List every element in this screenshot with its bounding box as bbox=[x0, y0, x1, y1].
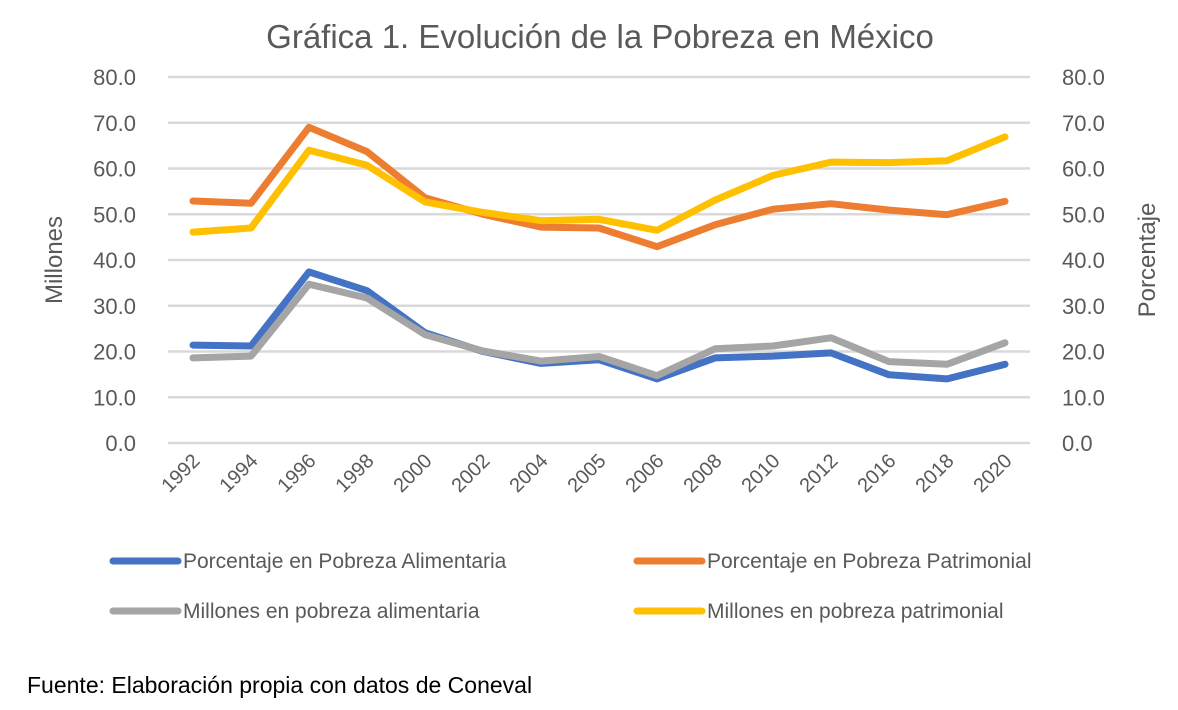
y-right-tick-label: 70.0 bbox=[1062, 111, 1105, 136]
x-tick-label: 2002 bbox=[448, 450, 495, 497]
x-tick-label: 1992 bbox=[158, 450, 205, 497]
x-tick-label: 2016 bbox=[854, 450, 901, 497]
x-tick-label: 2004 bbox=[506, 450, 553, 497]
legend-item-millones-patrimonial[interactable]: Millones en pobreza patrimonial bbox=[633, 600, 1004, 623]
y-left-tick-label: 50.0 bbox=[93, 202, 136, 227]
y-left-tick-label: 60.0 bbox=[93, 157, 136, 182]
legend-label: Porcentaje en Pobreza Alimentaria bbox=[183, 550, 507, 573]
legend-label: Porcentaje en Pobreza Patrimonial bbox=[707, 550, 1032, 573]
legend-label: Millones en pobreza patrimonial bbox=[707, 600, 1004, 623]
y-right-tick-label: 20.0 bbox=[1062, 340, 1105, 365]
y-axis-left-ticks: 0.0 10.0 20.0 30.0 40.0 50.0 60.0 70.0 80.0 bbox=[93, 65, 136, 456]
x-tick-label: 2005 bbox=[564, 450, 611, 497]
x-tick-label: 1998 bbox=[332, 450, 379, 497]
x-tick-label: 2008 bbox=[680, 450, 727, 497]
legend-item-porcentaje-patrimonial[interactable]: Porcentaje en Pobreza Patrimonial bbox=[633, 550, 1032, 573]
series-line-millones-en-pobreza-patrimonial bbox=[189, 133, 1009, 236]
series-line-porcentaje-en-pobreza-patrimonial bbox=[189, 123, 1009, 251]
x-tick-label: 2012 bbox=[796, 450, 843, 497]
y-right-tick-label: 60.0 bbox=[1062, 157, 1105, 182]
y-left-tick-label: 80.0 bbox=[93, 65, 136, 90]
y-left-tick-label: 40.0 bbox=[93, 248, 136, 273]
chart-title: Gráfica 1. Evolución de la Pobreza en Mé… bbox=[266, 18, 934, 55]
x-axis-ticks: 1992 1994 1996 1998 2000 2002 2004 2005 2006 2008… bbox=[158, 450, 1017, 497]
x-tick-label: 2020 bbox=[970, 450, 1017, 497]
x-tick-label: 2000 bbox=[390, 450, 437, 497]
y-right-tick-label: 40.0 bbox=[1062, 248, 1105, 273]
y-right-tick-label: 10.0 bbox=[1062, 385, 1105, 410]
x-tick-label: 1996 bbox=[274, 450, 321, 497]
x-tick-label: 2018 bbox=[912, 450, 959, 497]
y-right-tick-label: 50.0 bbox=[1062, 202, 1105, 227]
y-left-tick-label: 0.0 bbox=[105, 431, 136, 456]
y-axis-right-title: Porcentaje bbox=[1134, 203, 1161, 318]
legend-item-porcentaje-alimentaria[interactable]: Porcentaje en Pobreza Alimentaria bbox=[109, 550, 507, 573]
y-left-tick-label: 20.0 bbox=[93, 340, 136, 365]
series-lines bbox=[189, 123, 1009, 383]
y-right-tick-label: 80.0 bbox=[1062, 65, 1105, 90]
source-note: Fuente: Elaboración propia con datos de … bbox=[27, 672, 533, 698]
y-left-tick-label: 30.0 bbox=[93, 294, 136, 319]
x-tick-label: 2006 bbox=[622, 450, 669, 497]
y-right-tick-label: 0.0 bbox=[1062, 431, 1093, 456]
x-tick-label: 1994 bbox=[216, 450, 263, 497]
legend-item-millones-alimentaria[interactable]: Millones en pobreza alimentaria bbox=[109, 600, 480, 623]
y-left-tick-label: 70.0 bbox=[93, 111, 136, 136]
gridlines bbox=[168, 75, 1030, 445]
y-right-tick-label: 30.0 bbox=[1062, 294, 1105, 319]
y-axis-left-title: Millones bbox=[41, 216, 68, 304]
y-axis-right-ticks: 0.0 10.0 20.0 30.0 40.0 50.0 60.0 70.0 80.0 bbox=[1062, 65, 1105, 456]
y-left-tick-label: 10.0 bbox=[93, 385, 136, 410]
series-line-millones-en-pobreza-alimentaria bbox=[189, 280, 1009, 380]
x-tick-label: 2010 bbox=[738, 450, 785, 497]
legend-label: Millones en pobreza alimentaria bbox=[183, 600, 480, 623]
legend: Porcentaje en Pobreza Alimentaria Porcen… bbox=[109, 550, 1032, 623]
